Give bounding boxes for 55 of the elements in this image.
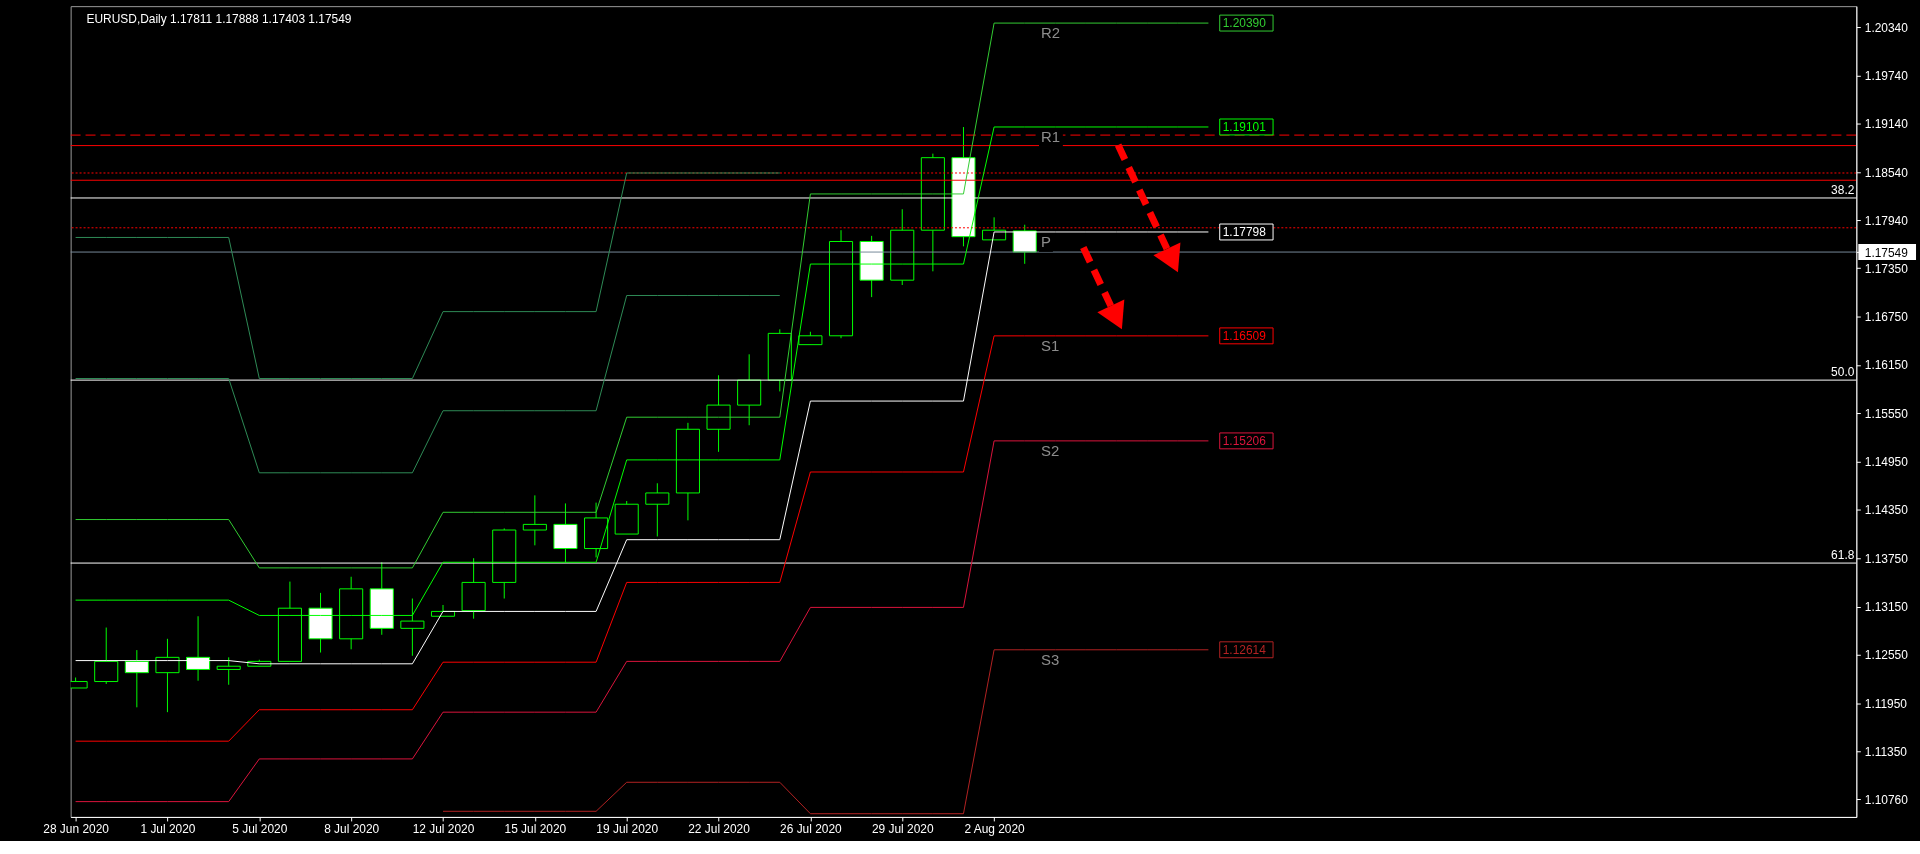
y-tick-label: 1.11950	[1864, 696, 1908, 711]
series-label: P	[1040, 232, 1051, 250]
x-tick-label: 2 Aug 2020	[964, 822, 1026, 837]
x-tick-label: 22 Jul 2020	[688, 822, 751, 837]
annotation: 61.8	[1831, 548, 1855, 563]
data-label: 1.19101	[1222, 119, 1267, 134]
y-tick-label: 1.11350	[1864, 745, 1908, 760]
y-tick-label: 1.17549	[1864, 245, 1909, 260]
candlestick	[522, 494, 547, 546]
series-label: R1	[1040, 127, 1061, 145]
text: EURUSD,Daily 1.17811 1.17888 1.17403 1.17549	[86, 12, 352, 27]
x-tick-label: 1 Jul 2020	[140, 822, 196, 837]
series-label: S3	[1040, 650, 1060, 668]
x-tick-label: 5 Jul 2020	[232, 822, 288, 837]
y-tick-label: 1.20340	[1864, 20, 1909, 35]
data-label: 1.17798	[1222, 224, 1267, 239]
y-tick-label: 1.13750	[1864, 551, 1909, 566]
data-label: 1.15206	[1222, 433, 1267, 448]
y-tick-label: 1.13150	[1864, 600, 1909, 615]
data-label: 1.20390	[1222, 16, 1267, 31]
x-tick-label: 8 Jul 2020	[324, 822, 380, 837]
candlestick	[94, 627, 119, 685]
y-tick-label: 1.19740	[1864, 68, 1909, 83]
y-tick-label: 1.18540	[1864, 165, 1909, 180]
data-label: 1.12614	[1222, 642, 1267, 657]
x-tick-label: 29 Jul 2020	[871, 822, 934, 837]
x-tick-label: 12 Jul 2020	[412, 822, 475, 837]
y-tick-label: 1.16150	[1864, 358, 1909, 373]
candlestick	[645, 482, 670, 537]
line-series	[442, 649, 1209, 815]
candlestick	[216, 656, 241, 686]
y-tick-label: 1.17350	[1864, 261, 1909, 276]
y-tick-label: 1.14950	[1864, 454, 1909, 469]
x-tick-label: 26 Jul 2020	[780, 822, 843, 837]
line-series	[75, 335, 1209, 742]
y-tick-label: 1.16750	[1864, 309, 1909, 324]
series-label: R2	[1040, 24, 1061, 42]
x-tick-label: 28 Jun 2020	[43, 822, 110, 837]
annotation: 38.2	[1831, 182, 1855, 197]
annotation: 50.0	[1831, 365, 1855, 380]
series-label: S2	[1040, 441, 1060, 459]
data-label: 1.16509	[1222, 328, 1267, 343]
x-tick-label: 19 Jul 2020	[596, 822, 659, 837]
series-label: S1	[1040, 336, 1060, 354]
y-tick-label: 1.19140	[1864, 117, 1909, 132]
candlestick	[155, 638, 180, 713]
y-tick-label: 1.10760	[1864, 792, 1909, 807]
line-series	[75, 172, 781, 379]
line-series	[75, 294, 781, 474]
y-tick-label: 1.17940	[1864, 214, 1909, 229]
y-tick-label: 1.12550	[1864, 648, 1909, 663]
y-tick-label: 1.15550	[1864, 406, 1909, 421]
y-tick-label: 1.14350	[1864, 503, 1909, 518]
x-tick-label: 15 Jul 2020	[504, 822, 567, 837]
line-series	[75, 440, 1209, 803]
